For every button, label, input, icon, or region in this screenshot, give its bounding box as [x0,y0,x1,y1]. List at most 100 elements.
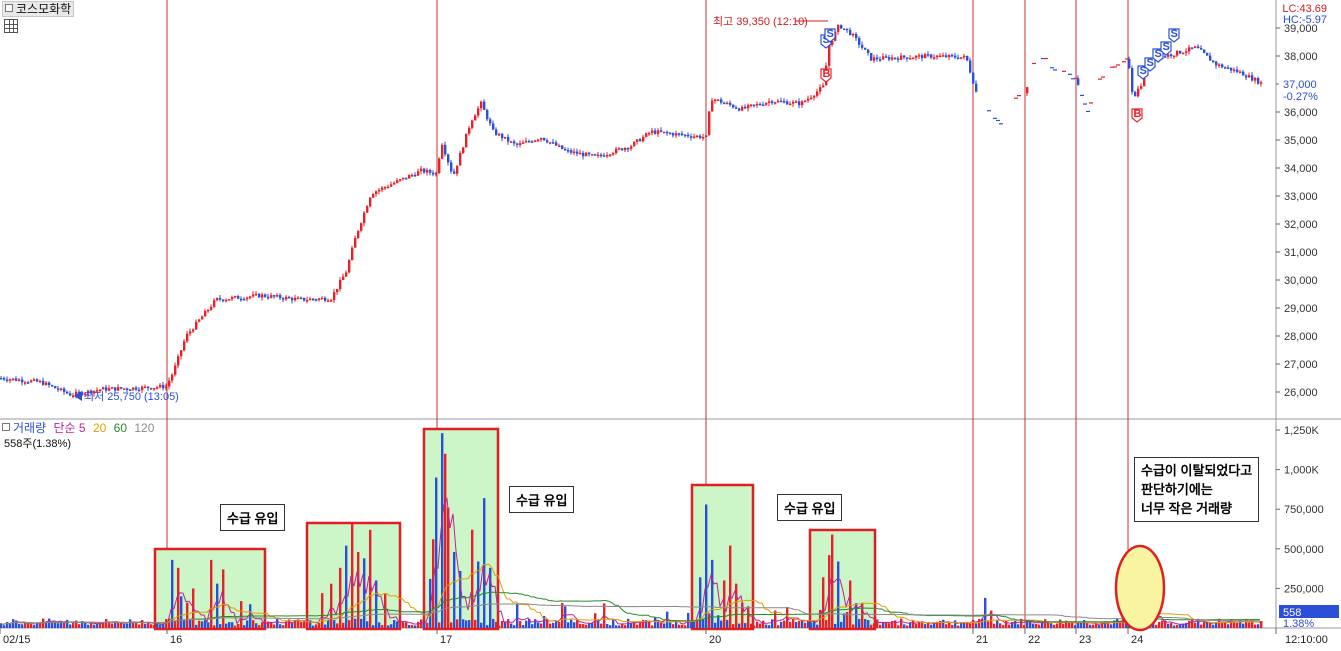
candle-body [273,295,276,297]
volume-bar [57,623,60,628]
volume-bar [798,620,801,628]
table-grid-icon[interactable] [4,19,18,33]
candle-body [387,186,390,189]
volume-bar [474,619,477,628]
candle-body [951,54,954,57]
volume-bar [534,619,537,628]
candle-body [666,131,669,134]
candle-body [69,393,72,396]
volume-bar [24,622,27,628]
volume-bar [657,619,660,628]
candle-body [1140,86,1143,89]
sell-marker-label: S [823,34,830,46]
sell-marker-label: S [1155,48,1162,60]
volume-bar [801,619,804,628]
note-line-3: 너무 작은 거래량 [1141,501,1232,516]
volume-bar [846,612,849,628]
volume-bar [171,559,174,628]
volume-bar [27,622,30,628]
candle-body [312,298,315,301]
volume-bar [468,620,471,628]
candle-body [345,272,348,277]
volume-bar [690,622,693,628]
low-annotation: 최저 25,750 (13:05) [84,390,179,403]
volume-bar [114,622,117,628]
candle-body [885,56,888,58]
candle-body [447,154,450,163]
candle-body [933,57,936,59]
ma20-line [0,563,1261,625]
candle-body [849,29,852,35]
volume-bar [237,623,240,628]
volume-bar [897,625,900,628]
candle-body [618,148,621,150]
candle-body [405,177,408,180]
candle-body [564,149,567,151]
candle-body [573,151,576,154]
candle-body [192,329,195,332]
candle-body [780,100,783,103]
candle-body [366,206,369,213]
volume-bar [873,623,876,628]
instrument-title[interactable]: 코스모화학 [2,1,75,17]
candle-body [270,295,273,298]
volume-bar [684,625,687,628]
candle-body [210,306,213,310]
volume-bar [366,621,369,628]
volume-bar [705,504,708,628]
price-tick-label: 39,000 [1284,23,1318,35]
volume-bar [1218,618,1221,628]
candle-body [792,101,795,104]
candle-body [684,134,687,137]
candle-body [798,101,801,106]
volume-tick-label: 500,000 [1284,544,1324,556]
volume-bar [63,621,66,628]
volume-bar [858,618,861,628]
volume-bar [861,602,864,628]
candle-body [945,55,948,58]
volume-bar [204,619,207,628]
ma120-line [0,603,1260,625]
candle-body [174,365,177,375]
volume-bar [441,433,444,628]
volume-bar [540,623,543,628]
volume-bar [660,622,663,628]
candle-body [78,391,81,394]
volume-bar [810,622,813,628]
candle-body [195,321,198,330]
volume-bar [954,620,957,628]
candle-body [1254,78,1257,81]
volume-bar [645,620,648,628]
volume-bar [726,619,729,628]
candle-body [867,49,870,54]
volume-bar [696,620,699,628]
candle-body [378,189,381,192]
volume-bar [483,498,486,628]
candle-body [942,55,945,57]
volume-bar [921,621,924,628]
candle-body [630,146,633,149]
candle-body [375,191,378,195]
volume-bar [240,601,243,628]
candle-body [9,379,12,381]
volume-bar [243,625,246,628]
candle-body [567,150,570,152]
volume-bar [0,623,3,628]
volume-bar [693,621,696,628]
volume-bar [66,619,69,628]
volume-legend[interactable]: 거래량 단순 5 20 60 120 [2,421,154,435]
candle-body [840,25,843,29]
candle-body [555,142,558,146]
collapse-icon [2,423,10,431]
candle-body [1203,49,1206,53]
candle-body [516,143,519,145]
volume-bar [30,623,33,628]
candle-body [63,388,66,392]
candle-body [213,300,216,307]
candle-body [1221,64,1224,68]
candle-body [1026,87,1029,94]
candle-body [513,141,516,144]
volume-bar [615,625,618,628]
volume-bar [174,621,177,628]
volume-bar [951,624,954,628]
